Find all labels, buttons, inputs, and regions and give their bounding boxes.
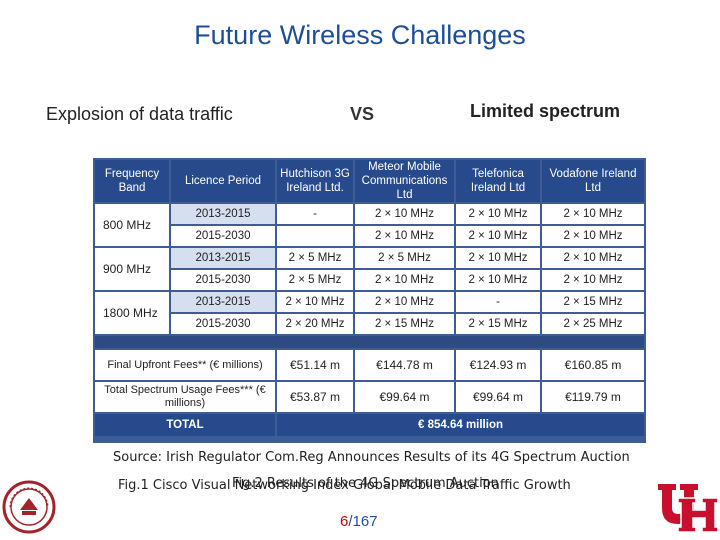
table-cell: €99.64 m: [456, 382, 540, 412]
table-cell: 2 × 10 MHz: [355, 226, 454, 246]
table-cell: -: [277, 204, 353, 224]
table-cell: -: [456, 292, 540, 312]
table-cell: 2 × 15 MHz: [355, 314, 454, 334]
figure-2-caption: Fig.2 Results of the 4G Spectrum Auction: [232, 476, 499, 491]
table-separator: [95, 336, 644, 348]
table-row: 900 MHz 2013-2015 2 × 5 MHz 2 × 5 MHz 2 …: [95, 248, 644, 290]
table-cell: €51.14 m: [277, 350, 353, 380]
table-cell: 2 × 10 MHz: [542, 270, 644, 290]
table-row: 2015-2030 2 × 20 MHz 2 × 15 MHz 2 × 15 M…: [95, 314, 644, 334]
right-subtitle: Limited spectrum: [470, 101, 621, 121]
table-cell: €99.64 m: [355, 382, 454, 412]
table-cell: €119.79 m: [542, 382, 644, 412]
table-row: 800 MHz 2013-2015 - 2 × 10 MHz 2 × 10 MH…: [95, 204, 644, 246]
spectrum-auction-table: Frequency Band Licence Period Hutchison …: [93, 158, 646, 443]
usage-fees-label: Total Spectrum Usage Fees*** (€ millions…: [95, 382, 275, 412]
table-cell: 2 × 10 MHz: [542, 248, 644, 268]
table-cell: €144.78 m: [355, 350, 454, 380]
table-row: 1800 MHz 2013-2015 2 × 10 MHz 2 × 10 MHz…: [95, 292, 644, 334]
total-value: € 854.64 million: [277, 414, 644, 436]
band-900: 900 MHz: [95, 248, 169, 290]
total-label: TOTAL: [95, 414, 275, 436]
table-cell: 2 × 5 MHz: [355, 248, 454, 268]
table-cell: 2 × 10 MHz: [456, 248, 540, 268]
vs-label: VS: [350, 104, 375, 124]
header-hutchison: Hutchison 3G Ireland Ltd.: [277, 160, 353, 202]
table-cell: €53.87 m: [277, 382, 353, 412]
table-cell: 2 × 25 MHz: [542, 314, 644, 334]
table-cell: 2015-2030: [171, 270, 275, 290]
header-meteor: Meteor Mobile Communications Ltd: [355, 160, 454, 202]
page-total: /167: [348, 513, 378, 530]
table-cell: 2 × 10 MHz: [456, 270, 540, 290]
table-cell: 2 × 10 MHz: [355, 292, 454, 312]
band-1800: 1800 MHz: [95, 292, 169, 334]
table-cell: 2013-2015: [171, 204, 275, 224]
table-total-row: TOTAL € 854.64 million: [95, 414, 644, 436]
final-fees-label: Final Upfront Fees** (€ millions): [95, 350, 275, 380]
table-cell: 2015-2030: [171, 226, 275, 246]
header-telefonica: Telefonica Ireland Ltd: [456, 160, 540, 202]
header-licence-period: Licence Period: [171, 160, 275, 202]
band-800: 800 MHz: [95, 204, 169, 246]
table-cell: €160.85 m: [542, 350, 644, 380]
table-cell: 2 × 10 MHz: [456, 204, 540, 224]
table-header-row: Frequency Band Licence Period Hutchison …: [95, 160, 644, 202]
table-cell: 2013-2015: [171, 292, 275, 312]
slide-title: Future Wireless Challenges: [194, 20, 526, 50]
table-row: Total Spectrum Usage Fees*** (€ millions…: [95, 382, 644, 412]
table-cell: 2 × 15 MHz: [456, 314, 540, 334]
header-frequency-band: Frequency Band: [95, 160, 169, 202]
table-row: Final Upfront Fees** (€ millions) €51.14…: [95, 350, 644, 380]
table-cell: 2 × 5 MHz: [277, 248, 353, 268]
table-cell: 2 × 15 MHz: [542, 292, 644, 312]
university-seal-logo: [2, 480, 56, 534]
table-row: 2015-2030 2 × 10 MHz 2 × 10 MHz 2 × 10 M…: [95, 226, 644, 246]
uh-logo: [658, 484, 718, 533]
table-cell: 2 × 5 MHz: [277, 270, 353, 290]
table-cell: 2015-2030: [171, 314, 275, 334]
table-cell: 2013-2015: [171, 248, 275, 268]
page-current: 6: [340, 513, 349, 530]
table-cell: 2 × 10 MHz: [542, 204, 644, 224]
table-cell: 2 × 10 MHz: [355, 204, 454, 224]
source-caption: Source: Irish Regulator Com.Reg Announce…: [113, 450, 630, 465]
table-cell: 2 × 10 MHz: [542, 226, 644, 246]
table-cell: 2 × 10 MHz: [277, 292, 353, 312]
separator-cell: [95, 336, 644, 348]
table-row: 2015-2030 2 × 5 MHz 2 × 10 MHz 2 × 10 MH…: [95, 270, 644, 290]
left-subtitle: Explosion of data traffic: [46, 104, 233, 124]
header-vodafone: Vodafone Ireland Ltd: [542, 160, 644, 202]
figure-1-caption: Fig.1 Cisco Visual Networking Index Glob…: [118, 478, 571, 493]
table-cell: 2 × 10 MHz: [355, 270, 454, 290]
table-cell: €124.93 m: [456, 350, 540, 380]
table-cell: [277, 226, 353, 246]
table-cell: 2 × 10 MHz: [456, 226, 540, 246]
table-cell: 2 × 20 MHz: [277, 314, 353, 334]
page-number: 6/167: [340, 513, 378, 530]
